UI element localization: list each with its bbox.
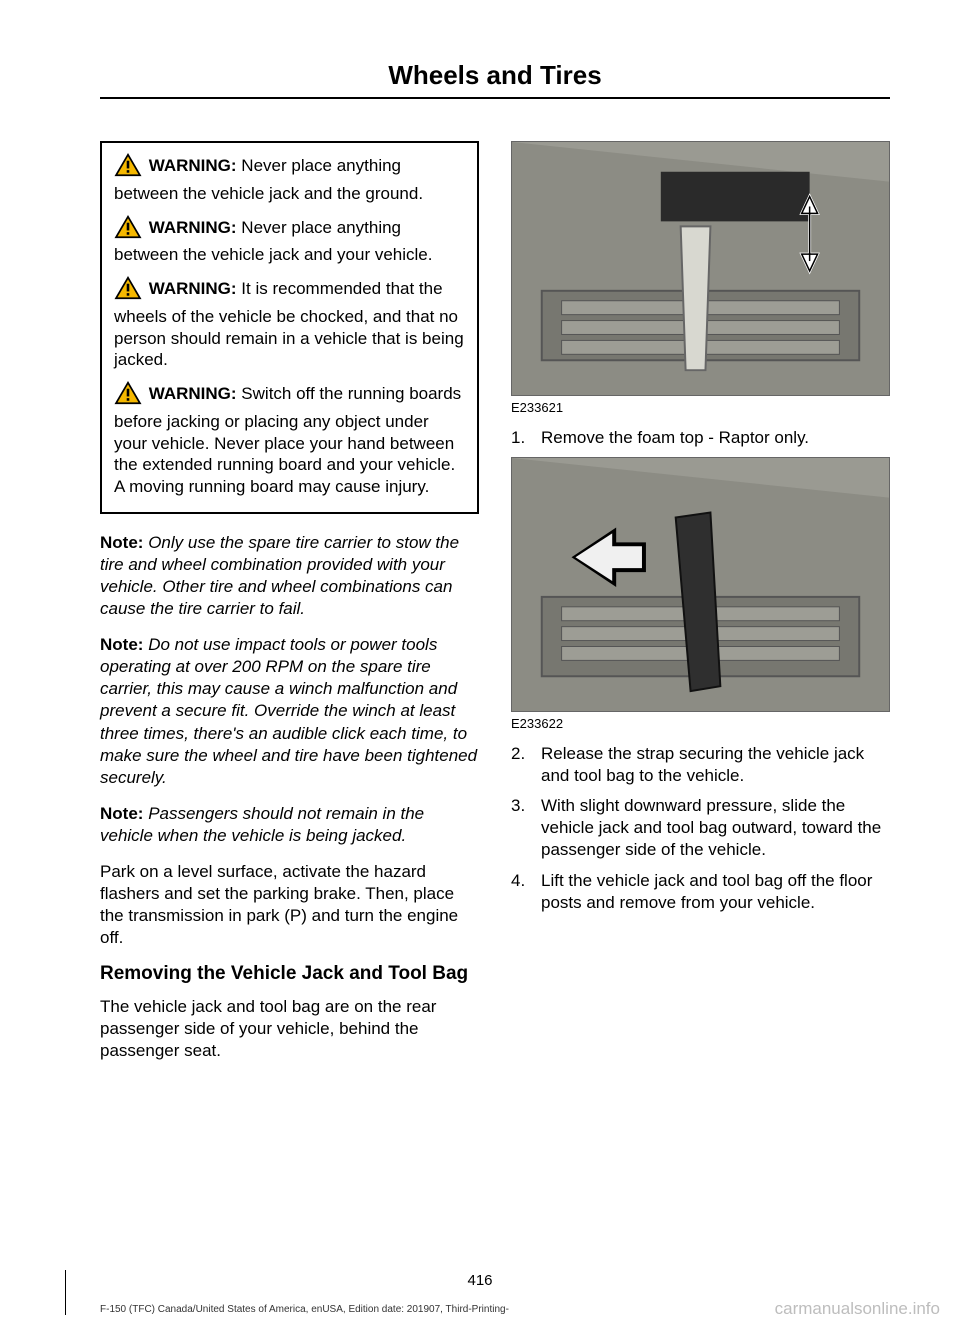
step-number: 4. — [511, 870, 527, 914]
figure-jack-strap — [511, 141, 890, 396]
note-label: Note: — [100, 804, 143, 823]
step-item: 4. Lift the vehicle jack and tool bag of… — [511, 870, 890, 914]
watermark: carmanualsonline.info — [775, 1299, 940, 1319]
figure-jack-slide — [511, 457, 890, 712]
subheading: Removing the Vehicle Jack and Tool Bag — [100, 963, 479, 986]
page-header: Wheels and Tires — [100, 60, 890, 99]
step-item: 3. With slight downward pressure, slide … — [511, 795, 890, 861]
warning-item: WARNING: Never place anything between th… — [114, 215, 465, 267]
left-column: WARNING: Never place anything between th… — [100, 141, 479, 1076]
content-columns: WARNING: Never place anything between th… — [100, 141, 890, 1076]
note-block: Note: Do not use impact tools or power t… — [100, 634, 479, 789]
warning-label: WARNING: — [149, 218, 237, 237]
note-label: Note: — [100, 635, 143, 654]
warning-box: WARNING: Never place anything between th… — [100, 141, 479, 514]
figure-caption: E233621 — [511, 400, 890, 415]
step-number: 3. — [511, 795, 527, 861]
warning-label: WARNING: — [149, 384, 237, 403]
note-text: Do not use impact tools or power tools o… — [100, 635, 477, 787]
note-label: Note: — [100, 533, 143, 552]
warning-label: WARNING: — [149, 156, 237, 175]
warning-triangle-icon — [114, 215, 142, 245]
step-number: 1. — [511, 427, 527, 449]
step-item: 2. Release the strap securing the vehicl… — [511, 743, 890, 787]
step-text: Release the strap securing the vehicle j… — [541, 743, 890, 787]
note-text: Passengers should not remain in the vehi… — [100, 804, 424, 845]
warning-item: WARNING: It is recommended that the whee… — [114, 276, 465, 371]
footer-edition: F-150 (TFC) Canada/United States of Amer… — [100, 1304, 509, 1315]
body-paragraph: Park on a level surface, activate the ha… — [100, 861, 479, 949]
page-number: 416 — [0, 1272, 960, 1289]
warning-triangle-icon — [114, 153, 142, 183]
header-rule — [100, 97, 890, 99]
step-number: 2. — [511, 743, 527, 787]
body-paragraph: The vehicle jack and tool bag are on the… — [100, 996, 479, 1062]
warning-triangle-icon — [114, 276, 142, 306]
step-text: Lift the vehicle jack and tool bag off t… — [541, 870, 890, 914]
warning-triangle-icon — [114, 381, 142, 411]
warning-item: WARNING: Never place anything between th… — [114, 153, 465, 205]
note-block: Note: Passengers should not remain in th… — [100, 803, 479, 847]
right-column: E233621 1. Remove the foam top - Raptor … — [511, 141, 890, 1076]
note-block: Note: Only use the spare tire carrier to… — [100, 532, 479, 620]
note-text: Only use the spare tire carrier to stow … — [100, 533, 459, 618]
step-text: With slight downward pressure, slide the… — [541, 795, 890, 861]
figure-caption: E233622 — [511, 716, 890, 731]
warning-label: WARNING: — [149, 279, 237, 298]
header-title: Wheels and Tires — [100, 60, 890, 91]
step-item: 1. Remove the foam top - Raptor only. — [511, 427, 890, 449]
step-text: Remove the foam top - Raptor only. — [541, 427, 809, 449]
warning-item: WARNING: Switch off the running boards b… — [114, 381, 465, 498]
